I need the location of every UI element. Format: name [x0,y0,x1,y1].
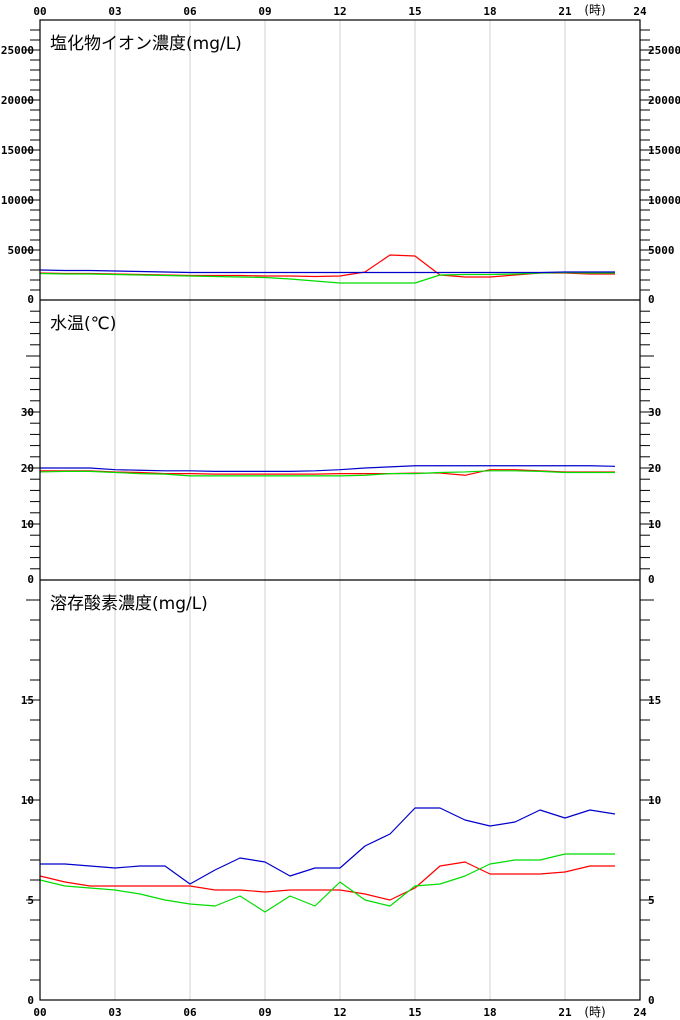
x-unit-label-bottom: (時) [584,1005,605,1019]
text-layer: 000003030606090912121515181821212424(時)(… [1,3,680,1019]
series-line [40,807,616,885]
panel-title: 塩化物イオン濃度(mg/L) [50,34,242,54]
y-tick-label-right: 0 [648,293,655,306]
grid-layer [114,20,566,1000]
y-tick-label-right: 5 [648,894,655,907]
y-tick-label-left: 0 [27,994,34,1007]
y-tick-label-left: 0 [27,293,34,306]
y-tick-label-right: 25000 [648,44,680,57]
y-tick-label-left: 10 [21,518,34,531]
y-tick-label-right: 15 [648,694,661,707]
y-tick-label-right: 10 [648,518,661,531]
y-tick-label-left: 15 [21,694,34,707]
y-tick-label-left: 30 [21,406,34,419]
x-tick-label-bottom: 15 [408,1006,421,1019]
x-tick-label-bottom: 12 [333,1006,346,1019]
series-line [39,269,615,274]
panel-title: 溶存酸素濃度(mg/L) [50,594,208,614]
y-tick-label-left: 20 [21,462,34,475]
series-line [39,853,615,913]
plot-frame [39,19,641,1001]
series-line [40,465,616,472]
y-tick-label-right: 5000 [648,244,675,257]
y-tick-label-left: 10 [21,794,34,807]
y-tick-label-right: 10 [648,794,661,807]
x-tick-label-bottom: 21 [558,1006,572,1019]
y-tick-label-left: 0 [27,573,34,586]
y-tick-label-right: 15000 [648,144,680,157]
x-tick-label-bottom: 24 [633,1006,647,1019]
y-tick-label-right: 10000 [648,194,680,207]
y-tick-label-right: 0 [648,573,655,586]
y-tick-label-left: 20000 [1,94,34,107]
series-line [40,469,615,476]
x-tick-label-bottom: 18 [483,1006,496,1019]
y-tick-label-right: 30 [648,406,661,419]
y-tick-label-left: 25000 [1,44,34,57]
series-line [39,470,615,477]
y-tick-label-left: 15000 [1,144,34,157]
x-tick-label-bottom: 09 [258,1006,271,1019]
series-layer [39,254,616,913]
x-tick-label-top: 03 [108,5,121,18]
panel-title: 水温(℃) [50,314,116,334]
y-tick-label-left: 10000 [1,194,34,207]
series-line [39,861,615,901]
x-tick-label-top: 18 [483,5,496,18]
x-tick-label-bottom: 00 [33,1006,46,1019]
y-tick-label-right: 20000 [648,94,680,107]
x-unit-label-top: (時) [584,3,605,17]
x-tick-label-top: 15 [408,5,421,18]
x-tick-label-top: 06 [183,5,197,18]
x-tick-label-top: 24 [633,5,647,18]
y-tick-label-left: 5000 [8,244,35,257]
x-tick-label-top: 09 [258,5,271,18]
y-tick-label-right: 20 [648,462,661,475]
x-tick-label-bottom: 03 [108,1006,121,1019]
x-tick-label-top: 00 [33,5,46,18]
x-tick-label-bottom: 06 [183,1006,197,1019]
x-tick-label-top: 21 [558,5,572,18]
x-tick-label-top: 12 [333,5,346,18]
y-tick-label-left: 5 [27,894,34,907]
y-tick-label-right: 0 [648,994,655,1007]
series-line [39,271,615,284]
frame-layer [26,19,654,1001]
